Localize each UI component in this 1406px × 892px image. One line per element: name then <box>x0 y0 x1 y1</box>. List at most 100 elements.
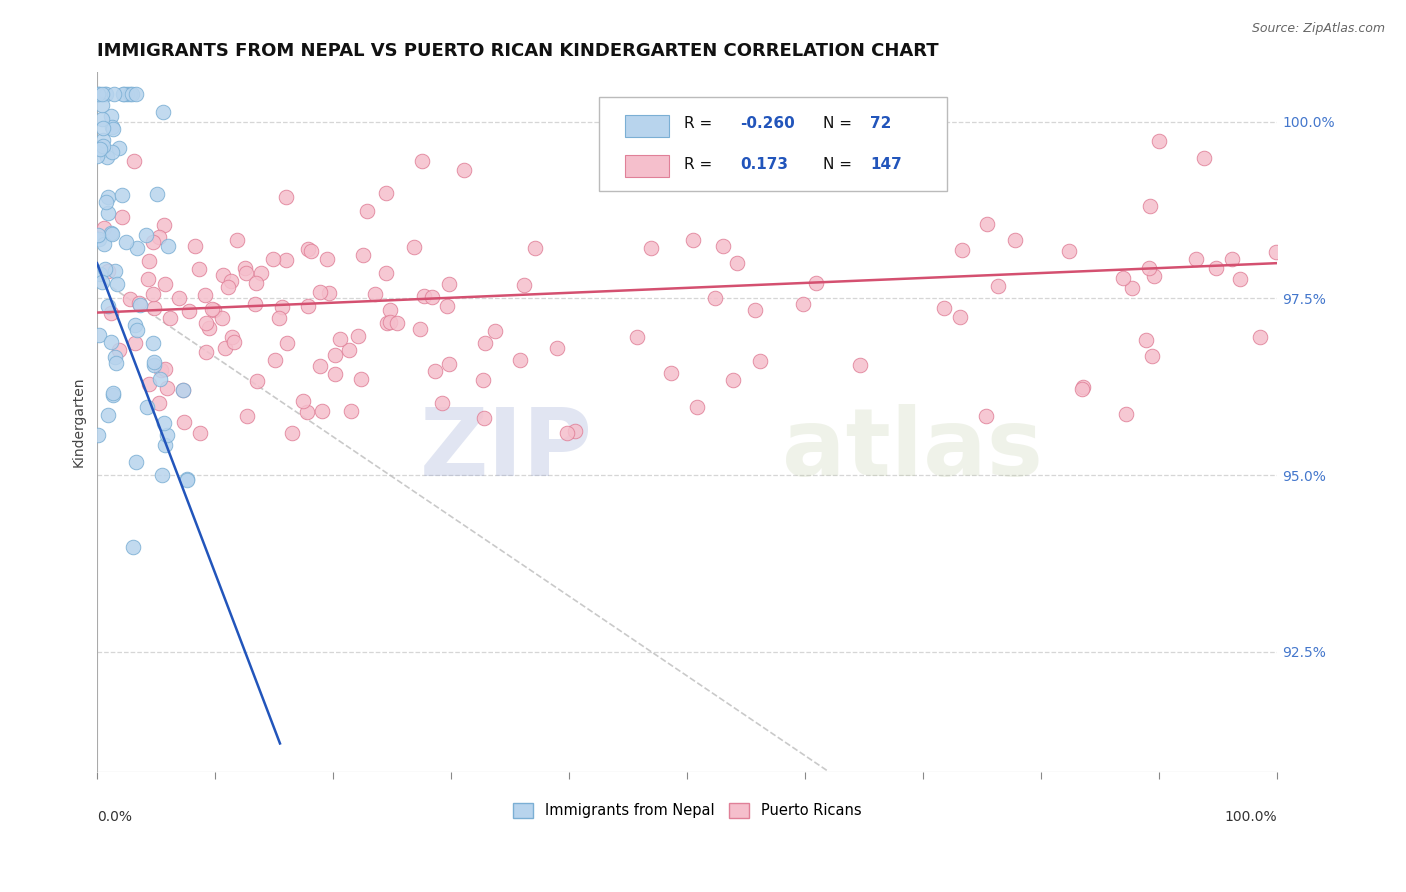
Point <box>846 169 869 183</box>
Point <box>1139 260 1161 275</box>
Point <box>124 318 146 333</box>
Point <box>1194 151 1216 165</box>
Point <box>453 163 475 178</box>
Point <box>375 316 398 330</box>
Point <box>87 328 110 343</box>
Point <box>221 329 243 343</box>
Point <box>659 366 682 380</box>
Point <box>233 260 256 275</box>
Point <box>172 383 194 397</box>
Point <box>249 266 271 280</box>
Y-axis label: Kindergarten: Kindergarten <box>72 376 86 467</box>
Point <box>378 315 401 329</box>
Point <box>93 220 115 235</box>
Point <box>474 336 496 351</box>
Point <box>439 357 461 371</box>
Point <box>704 291 727 305</box>
Point <box>311 404 333 418</box>
Point <box>420 290 443 304</box>
Point <box>523 241 546 255</box>
Point <box>89 268 111 282</box>
Point <box>404 240 426 254</box>
Point <box>308 285 330 300</box>
Point <box>150 363 173 377</box>
Point <box>352 248 374 262</box>
Point <box>146 187 169 202</box>
Point <box>1220 252 1243 266</box>
Point <box>107 141 129 155</box>
Text: 100.0%: 100.0% <box>1225 810 1277 824</box>
Point <box>950 243 973 257</box>
Point <box>472 372 495 386</box>
Point <box>103 385 125 400</box>
Point <box>129 298 152 312</box>
Text: 0.173: 0.173 <box>741 157 789 171</box>
Point <box>472 410 495 425</box>
Point <box>243 297 266 311</box>
Point <box>115 235 138 249</box>
Point <box>408 322 430 336</box>
Text: ZIP: ZIP <box>420 404 593 496</box>
Point <box>976 409 998 424</box>
Point <box>104 350 127 364</box>
Point <box>1112 271 1135 285</box>
Point <box>87 232 110 246</box>
Point <box>1139 199 1161 213</box>
Point <box>135 227 157 242</box>
Point <box>316 252 339 266</box>
Point <box>297 243 319 257</box>
Point <box>111 210 134 224</box>
Point <box>509 353 531 368</box>
Point <box>350 372 373 386</box>
Point <box>100 335 122 350</box>
Point <box>135 400 157 414</box>
Point <box>263 353 285 368</box>
Text: 0.0%: 0.0% <box>97 810 132 824</box>
FancyBboxPatch shape <box>624 115 669 137</box>
Point <box>93 262 115 277</box>
Point <box>176 472 198 486</box>
Point <box>156 381 179 395</box>
Point <box>91 98 114 112</box>
Point <box>111 187 134 202</box>
Point <box>484 324 506 338</box>
Point <box>87 87 110 101</box>
Point <box>1184 252 1206 267</box>
Point <box>156 239 179 253</box>
Point <box>219 275 242 289</box>
Point <box>127 241 149 255</box>
Point <box>148 230 170 244</box>
Point <box>194 316 217 330</box>
Point <box>188 425 211 440</box>
Point <box>94 87 117 101</box>
Point <box>153 438 176 452</box>
Point <box>262 252 284 267</box>
Point <box>153 277 176 291</box>
Point <box>100 109 122 123</box>
Point <box>749 354 772 368</box>
Point <box>291 393 314 408</box>
Point <box>96 150 118 164</box>
Point <box>564 424 586 438</box>
Point <box>744 302 766 317</box>
Text: IMMIGRANTS FROM NEPAL VS PUERTO RICAN KINDERGARTEN CORRELATION CHART: IMMIGRANTS FROM NEPAL VS PUERTO RICAN KI… <box>97 42 939 60</box>
Point <box>276 253 298 268</box>
Point <box>987 278 1010 293</box>
Point <box>557 425 579 440</box>
Point <box>267 311 290 326</box>
Point <box>437 277 460 291</box>
Point <box>375 186 398 200</box>
Point <box>91 133 114 147</box>
Point <box>172 383 194 397</box>
Point <box>727 256 749 270</box>
Point <box>122 154 145 169</box>
Point <box>347 329 370 343</box>
Point <box>150 468 173 483</box>
Point <box>226 233 249 247</box>
Point <box>121 87 143 101</box>
Point <box>169 292 191 306</box>
Point <box>149 372 172 386</box>
Point <box>1143 268 1166 283</box>
Point <box>323 367 346 381</box>
Point <box>339 404 361 418</box>
